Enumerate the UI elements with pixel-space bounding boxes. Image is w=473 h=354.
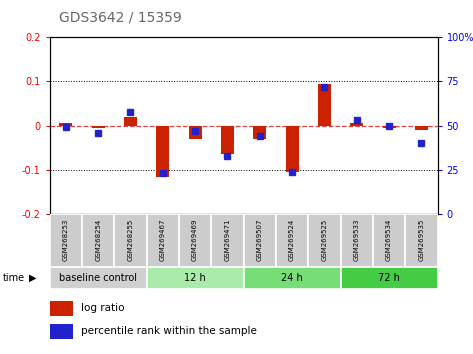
Bar (286, 126, 298, 172)
Text: 24 h: 24 h (281, 273, 303, 283)
Bar (179, 214, 211, 267)
Text: GSM268255: GSM268255 (127, 218, 133, 261)
Bar (373, 214, 405, 267)
Bar (276, 214, 308, 267)
Text: GSM269507: GSM269507 (257, 218, 263, 261)
Text: GSM269471: GSM269471 (224, 218, 230, 261)
Bar (82, 214, 114, 267)
Text: GSM269535: GSM269535 (418, 218, 424, 261)
Bar (50, 267, 147, 289)
Bar (350, 124, 363, 126)
Text: baseline control: baseline control (59, 273, 137, 283)
Text: GSM269524: GSM269524 (289, 218, 295, 261)
Text: time: time (2, 273, 25, 283)
Text: GSM269534: GSM269534 (386, 218, 392, 261)
Text: percentile rank within the sample: percentile rank within the sample (81, 326, 256, 336)
Bar (405, 214, 438, 267)
Bar (50, 301, 73, 316)
Text: GSM269467: GSM269467 (160, 218, 166, 261)
Bar (244, 267, 341, 289)
Bar (318, 84, 331, 126)
Text: GSM268253: GSM268253 (63, 218, 69, 261)
Bar (124, 117, 137, 126)
Text: GSM269525: GSM269525 (321, 218, 327, 261)
Bar (60, 124, 72, 126)
Text: GSM269469: GSM269469 (192, 218, 198, 261)
Text: 72 h: 72 h (378, 273, 400, 283)
Bar (147, 214, 179, 267)
Bar (341, 214, 373, 267)
Bar (50, 214, 82, 267)
Text: 12 h: 12 h (184, 273, 206, 283)
Text: log ratio: log ratio (81, 303, 124, 313)
Bar (383, 126, 395, 128)
Bar (244, 214, 276, 267)
Bar (308, 214, 341, 267)
Bar (253, 126, 266, 139)
Bar (211, 214, 244, 267)
Bar (50, 324, 73, 339)
Bar (341, 267, 438, 289)
Bar (156, 126, 169, 177)
Bar (114, 214, 147, 267)
Bar (92, 126, 105, 128)
Bar (415, 126, 428, 130)
Bar (189, 126, 201, 139)
Text: GSM269533: GSM269533 (354, 218, 360, 261)
Text: GSM268254: GSM268254 (95, 218, 101, 261)
Bar (147, 267, 244, 289)
Text: ▶: ▶ (29, 273, 37, 283)
Text: GDS3642 / 15359: GDS3642 / 15359 (59, 11, 182, 25)
Bar (221, 126, 234, 154)
